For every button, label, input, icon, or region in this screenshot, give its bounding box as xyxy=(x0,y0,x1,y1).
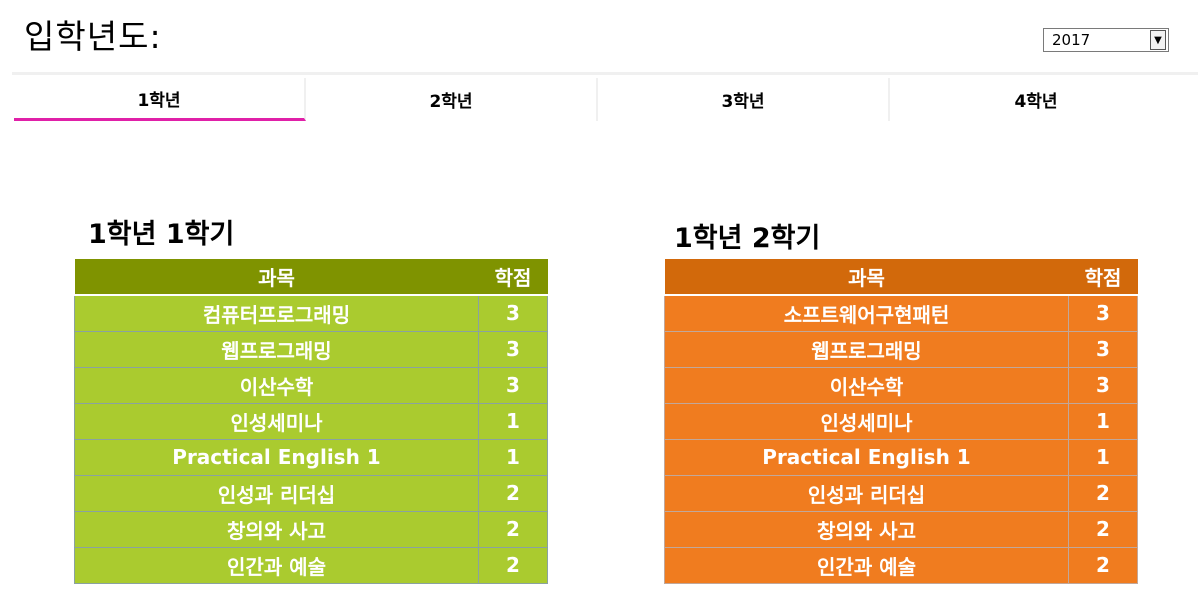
semester-1-table: 과목 학점 컴퓨터프로그래밍 3 웹프로그래밍 3 이산수학 3 인성세미나 1 Pra… xyxy=(74,259,548,584)
subject-cell: 인간과 예술 xyxy=(664,546,1069,584)
header-credit: 학점 xyxy=(478,259,548,296)
credit-cell: 2 xyxy=(478,546,548,584)
year-select[interactable]: 2017 ▼ xyxy=(1043,28,1169,52)
header-subject: 과목 xyxy=(74,259,479,296)
semester-2-table: 과목 학점 소프트웨어구현패턴 3 웹프로그래밍 3 이산수학 3 인성세미나 1 Pr… xyxy=(664,259,1138,584)
table-row: 인간과 예술 2 xyxy=(74,546,548,584)
credit-cell: 2 xyxy=(1068,546,1138,584)
semester-2-title: 1학년 2학기 xyxy=(674,223,821,254)
subject-cell: 인성과 리더십 xyxy=(664,474,1069,512)
credit-cell: 2 xyxy=(478,474,548,512)
table-header-row: 과목 학점 xyxy=(664,259,1138,296)
subject-cell: 인성세미나 xyxy=(74,402,479,440)
table-row: 인성세미나 1 xyxy=(74,402,548,440)
table-row: 웹프로그래밍 3 xyxy=(664,330,1138,368)
header-subject: 과목 xyxy=(664,259,1069,296)
credit-cell: 3 xyxy=(1068,330,1138,368)
semester-1-title: 1학년 1학기 xyxy=(88,219,235,250)
subject-cell: 이산수학 xyxy=(664,366,1069,404)
credit-cell: 1 xyxy=(478,438,548,476)
table-row: 인성과 리더십 2 xyxy=(74,474,548,512)
credit-cell: 1 xyxy=(478,402,548,440)
table-row: 인간과 예술 2 xyxy=(664,546,1138,584)
credit-cell: 1 xyxy=(1068,438,1138,476)
subject-cell: 소프트웨어구현패턴 xyxy=(664,294,1069,332)
year-select-value: 2017 xyxy=(1052,31,1091,49)
table-row: 소프트웨어구현패턴 3 xyxy=(664,294,1138,332)
credit-cell: 2 xyxy=(478,510,548,548)
subject-cell: Practical English 1 xyxy=(664,438,1069,476)
subject-cell: 인간과 예술 xyxy=(74,546,479,584)
credit-cell: 2 xyxy=(1068,474,1138,512)
tab-grade-4[interactable]: 4학년 xyxy=(1014,92,1058,112)
tab-grade-2[interactable]: 2학년 xyxy=(306,78,598,121)
grade-tabs: 1학년 2학년 3학년 4학년 xyxy=(14,78,1198,121)
page-title: 입학년도: xyxy=(24,17,162,56)
chevron-down-icon[interactable]: ▼ xyxy=(1150,30,1166,50)
credit-cell: 2 xyxy=(1068,510,1138,548)
subject-cell: 인성과 리더십 xyxy=(74,474,479,512)
table-row: 이산수학 3 xyxy=(74,366,548,404)
credit-cell: 3 xyxy=(478,366,548,404)
credit-cell: 3 xyxy=(478,294,548,332)
subject-cell: Practical English 1 xyxy=(74,438,479,476)
table-row: 웹프로그래밍 3 xyxy=(74,330,548,368)
table-row: 인성세미나 1 xyxy=(664,402,1138,440)
subject-cell: 웹프로그래밍 xyxy=(664,330,1069,368)
subject-cell: 창의와 사고 xyxy=(74,510,479,548)
subject-cell: 인성세미나 xyxy=(664,402,1069,440)
subject-cell: 창의와 사고 xyxy=(664,510,1069,548)
table-row: 인성과 리더십 2 xyxy=(664,474,1138,512)
table-row: 창의와 사고 2 xyxy=(74,510,548,548)
credit-cell: 3 xyxy=(1068,366,1138,404)
tab-grade-3[interactable]: 3학년 xyxy=(598,78,890,121)
subject-cell: 컴퓨터프로그래밍 xyxy=(74,294,479,332)
table-row: 컴퓨터프로그래밍 3 xyxy=(74,294,548,332)
credit-cell: 3 xyxy=(478,330,548,368)
credit-cell: 1 xyxy=(1068,402,1138,440)
header-credit: 학점 xyxy=(1068,259,1138,296)
table-row: 이산수학 3 xyxy=(664,366,1138,404)
subject-cell: 웹프로그래밍 xyxy=(74,330,479,368)
tab-divider xyxy=(12,72,1198,75)
tab-grade-1[interactable]: 1학년 xyxy=(14,78,306,121)
table-row: 창의와 사고 2 xyxy=(664,510,1138,548)
table-header-row: 과목 학점 xyxy=(74,259,548,296)
subject-cell: 이산수학 xyxy=(74,366,479,404)
credit-cell: 3 xyxy=(1068,294,1138,332)
